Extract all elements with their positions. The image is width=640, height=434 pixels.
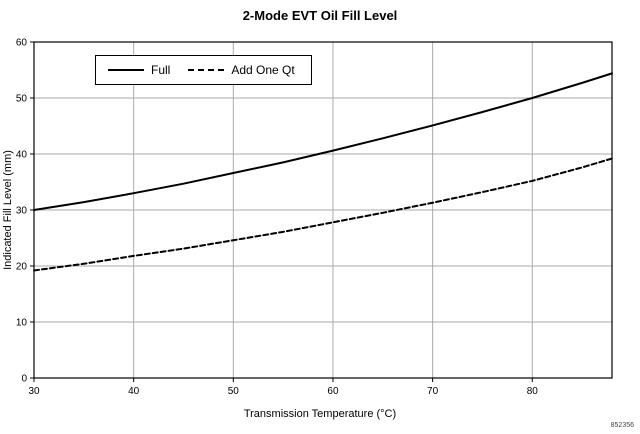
- series-line-solid: [33, 72, 613, 211]
- legend-label-full: Full: [151, 63, 171, 77]
- series-line-dashed: [33, 157, 613, 272]
- x-axis-label: Transmission Temperature (°C): [243, 408, 397, 420]
- chart-title: 2-Mode EVT Oil Fill Level: [242, 8, 398, 23]
- legend-entry-add-one-qt: Add One Qt: [188, 63, 295, 77]
- x-tick-label: 40: [128, 386, 140, 397]
- y-tick-label: 10: [16, 318, 28, 329]
- legend-entry-full: Full: [108, 63, 170, 77]
- x-tick-label: 60: [327, 386, 339, 397]
- y-axis-label: Indicated Fill Level (mm): [2, 150, 14, 270]
- x-tick-label: 80: [527, 386, 539, 397]
- y-tick-label: 60: [16, 38, 28, 49]
- solid-line-icon: [108, 69, 144, 71]
- y-tick-label: 50: [16, 94, 28, 105]
- x-tick-label: 30: [28, 386, 40, 397]
- y-tick-label: 20: [16, 262, 28, 273]
- dashed-line-icon: [188, 69, 225, 71]
- y-tick-label: 40: [16, 150, 28, 161]
- x-tick-label: 70: [427, 386, 439, 397]
- figure-code: 852356: [610, 422, 634, 429]
- legend-label-add-one-qt: Add One Qt: [231, 63, 295, 77]
- y-tick-label: 0: [21, 374, 27, 385]
- x-tick-label: 50: [228, 386, 240, 397]
- y-tick-label: 30: [16, 206, 28, 217]
- legend: Full Add One Qt: [95, 55, 312, 85]
